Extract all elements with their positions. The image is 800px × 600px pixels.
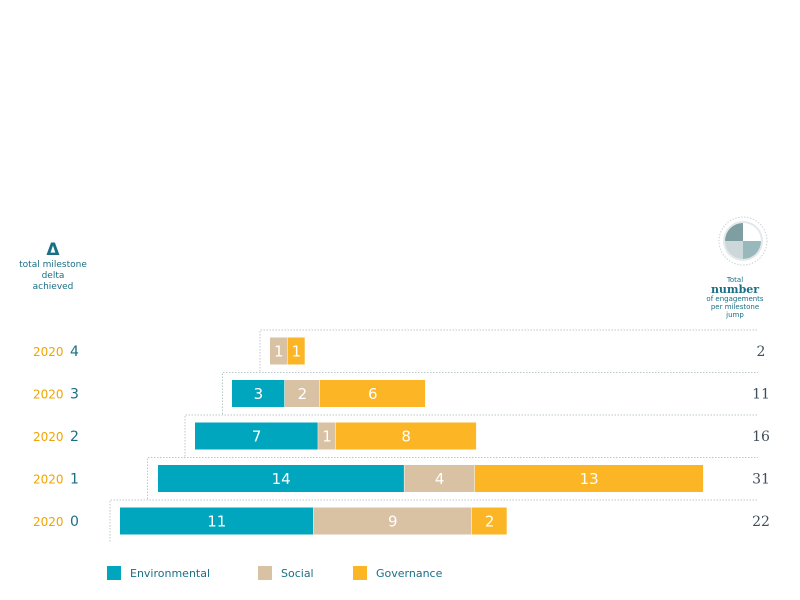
category-label-3: 3	[70, 387, 79, 403]
total-value-0: 22	[752, 514, 770, 530]
total-value-4: 2	[757, 344, 766, 360]
category-label-4: 4	[70, 344, 79, 360]
row-frame-2	[184, 414, 758, 457]
category-label-2: 2	[70, 429, 79, 445]
legend-item-environmental: Environmental	[107, 566, 210, 580]
row-year-label-0: 2020	[33, 515, 64, 529]
data-label-social-3: 2	[298, 385, 308, 403]
bar-governance-4	[287, 337, 306, 365]
legend-swatch-governance	[353, 566, 367, 580]
data-label-governance-2: 8	[401, 428, 411, 446]
legend-item-governance: Governance	[353, 566, 442, 580]
total-label-line4: per milestone	[710, 303, 760, 311]
delta-label-line2: delta	[41, 271, 65, 281]
data-label-environmental-0: 11	[207, 513, 226, 531]
row-year-label-1: 2020	[33, 473, 64, 487]
total-label-line5: jump	[726, 311, 744, 319]
bar-environmental-0	[120, 507, 314, 535]
data-label-governance-1: 13	[580, 470, 599, 488]
delta-label-line1: total milestone	[19, 260, 87, 270]
bar-social-2	[318, 422, 336, 450]
data-label-environmental-2: 7	[252, 428, 262, 446]
row-year-label-3: 2020	[33, 388, 64, 402]
legend-label-environmental: Environmental	[130, 566, 211, 580]
row-year-label-4: 2020	[33, 345, 64, 359]
legend-label-governance: Governance	[376, 566, 443, 580]
row-frame-4	[259, 329, 758, 372]
row-frame-1	[147, 457, 758, 499]
data-label-social-2: 1	[322, 428, 332, 446]
engagement-milestone-icon	[718, 216, 768, 266]
category-label-0: 0	[70, 514, 79, 530]
bar-social-1	[404, 465, 475, 492]
total-value-3: 11	[752, 387, 770, 403]
bar-environmental-2	[195, 422, 319, 450]
total-label-line1: Total	[726, 276, 744, 284]
data-label-governance-4: 1	[292, 343, 302, 361]
data-label-governance-3: 6	[368, 385, 378, 403]
bar-social-0	[313, 507, 472, 535]
bar-environmental-3	[232, 380, 285, 407]
bar-social-4	[270, 337, 288, 365]
bar-environmental-1	[158, 465, 405, 492]
total-header: Total number of engagements per mileston…	[696, 276, 774, 319]
total-label-line2: number	[710, 283, 760, 296]
bar-governance-2	[335, 422, 477, 450]
data-label-environmental-1: 14	[272, 470, 291, 488]
bar-governance-0	[472, 507, 508, 535]
data-label-social-0: 9	[388, 513, 398, 531]
total-value-2: 16	[752, 429, 770, 445]
delta-symbol: Δ	[46, 240, 60, 260]
total-label-line3: of engagements	[706, 295, 764, 303]
legend-swatch-social	[258, 566, 272, 580]
delta-header: Δ total milestone delta achieved	[8, 240, 98, 293]
data-label-social-4: 1	[274, 343, 284, 361]
legend-item-social: Social	[258, 566, 314, 580]
bar-governance-1	[474, 465, 704, 492]
bar-governance-3	[320, 380, 426, 407]
data-label-environmental-3: 3	[254, 385, 264, 403]
delta-label-line3: achieved	[32, 282, 74, 292]
legend-label-social: Social	[281, 566, 314, 580]
bar-social-3	[284, 380, 320, 407]
row-year-label-2: 2020	[33, 430, 64, 444]
category-label-1: 1	[70, 472, 79, 488]
data-label-governance-0: 2	[485, 513, 495, 531]
data-label-social-1: 4	[435, 470, 445, 488]
legend-swatch-environmental	[107, 566, 121, 580]
total-value-1: 31	[752, 472, 770, 488]
